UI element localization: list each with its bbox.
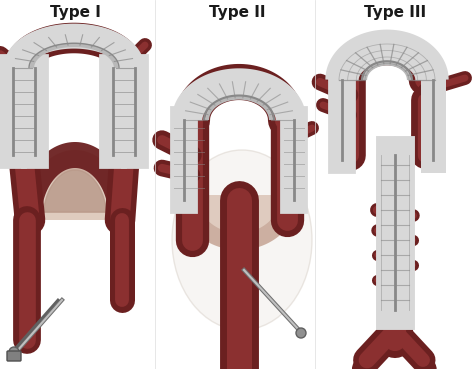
Text: Type III: Type III bbox=[364, 6, 426, 21]
Polygon shape bbox=[18, 142, 132, 220]
Ellipse shape bbox=[172, 150, 312, 330]
Circle shape bbox=[9, 347, 19, 357]
Text: Type I: Type I bbox=[50, 6, 100, 21]
Polygon shape bbox=[44, 170, 107, 212]
Polygon shape bbox=[179, 195, 299, 250]
Polygon shape bbox=[40, 170, 110, 220]
Polygon shape bbox=[23, 150, 127, 220]
Circle shape bbox=[296, 328, 306, 338]
FancyBboxPatch shape bbox=[7, 351, 21, 361]
Polygon shape bbox=[197, 195, 281, 233]
Text: Type II: Type II bbox=[209, 6, 265, 21]
